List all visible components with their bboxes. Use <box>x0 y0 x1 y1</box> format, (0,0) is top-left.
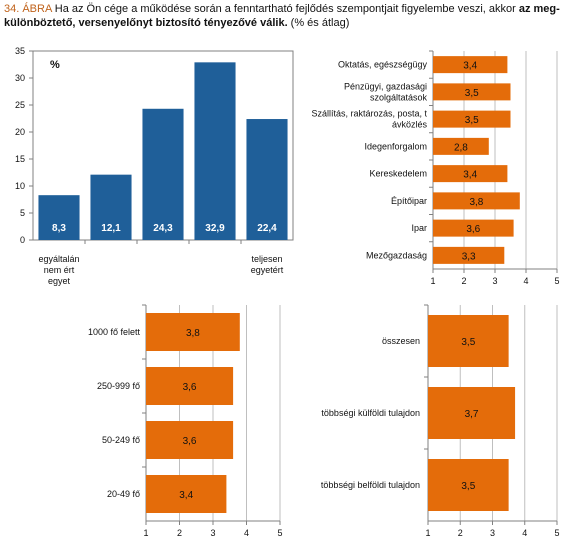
chart1-bar <box>90 174 132 240</box>
chart1-unit-label: % <box>50 59 60 71</box>
caption-text-before: Ha az Ön cége a működése során a fenntar… <box>51 3 519 15</box>
caption-bold-text: az meg-különböztető, versenyelőnyt bizto… <box>4 3 560 29</box>
chart2-category-label: Idegenforgalom <box>364 141 427 151</box>
chart1-bar <box>194 62 236 241</box>
chart3-x-tick-label: 3 <box>210 528 215 538</box>
chart1-bar <box>246 119 288 240</box>
chart1-data-label: 12,1 <box>101 223 121 234</box>
chart2-x-tick-label: 3 <box>492 276 497 286</box>
chart2-bar <box>433 110 511 128</box>
chart2-bar <box>433 56 508 74</box>
chart4-category-label: többségi belföldi tulajdon <box>321 480 420 490</box>
chart3-data-label: 3,8 <box>186 328 200 339</box>
chart2-category-label: Pénzügyi, gazdasági szolgáltatások <box>344 81 428 102</box>
chart3-category-label: 1000 fő felett <box>88 327 141 337</box>
chart2-category-label: Ipar <box>411 223 427 233</box>
chart1-category-label: egyáltalán nem ért egyet <box>38 254 79 286</box>
chart4-x-tick-label: 3 <box>490 528 495 538</box>
chart3-bar <box>146 421 234 459</box>
chart1-y-tick-label: 25 <box>15 100 25 110</box>
chart2-bar <box>433 219 514 237</box>
chart1-y-tick-label: 10 <box>15 181 25 191</box>
chart1-bar <box>38 195 80 240</box>
chart2-x-tick-label: 5 <box>554 276 559 286</box>
chart2-data-label: 3,4 <box>463 170 477 181</box>
chart4-x-tick-label: 4 <box>522 528 527 538</box>
chart1-y-tick-label: 15 <box>15 154 25 164</box>
chart2-data-label: 3,5 <box>465 115 479 126</box>
chart3-bar <box>146 313 240 351</box>
chart2-data-label: 3,5 <box>465 88 479 99</box>
chart1-data-label: 32,9 <box>205 223 225 234</box>
chart2-x-tick-label: 4 <box>523 276 528 286</box>
chart4-bar <box>428 459 509 511</box>
chart2-data-label: 2,8 <box>454 142 468 153</box>
chart3-x-tick-label: 5 <box>277 528 282 538</box>
chart1-bar <box>142 108 184 240</box>
chart2-category-label: Mezőgazdaság <box>366 250 427 260</box>
chart3-bar <box>146 475 227 513</box>
chart4-data-label: 3,7 <box>465 409 479 420</box>
chart2-data-label: 3,3 <box>462 251 476 262</box>
chart4-x-tick-label: 2 <box>458 528 463 538</box>
chart3-x-tick-label: 2 <box>177 528 182 538</box>
chart2-category-label: Oktatás, egészségügy <box>338 60 428 70</box>
chart2-category-label: Kereskedelem <box>369 169 427 179</box>
chart4-bar <box>428 387 516 439</box>
chart3-category-label: 250-999 fő <box>97 381 140 391</box>
chart1-category-label: teljesen egyetért <box>251 254 284 275</box>
chart2-bar <box>433 83 511 101</box>
chart2-x-tick-label: 2 <box>461 276 466 286</box>
chart2-data-label: 3,6 <box>466 224 480 235</box>
chart4-category-label: többségi külföldi tulajdon <box>321 408 420 418</box>
chart4-x-tick-label: 5 <box>554 528 559 538</box>
chart3-data-label: 3,4 <box>179 490 193 501</box>
chart3-bar <box>146 367 234 405</box>
chart2-category-label: Építőipar <box>391 196 427 206</box>
chart3-category-label: 50-249 fő <box>102 435 140 445</box>
chart4-bar <box>428 315 509 367</box>
chart3-x-tick-label: 4 <box>244 528 249 538</box>
chart2-x-tick-label: 1 <box>430 276 435 286</box>
chart3-data-label: 3,6 <box>183 436 197 447</box>
chart4-category-label: összesen <box>382 336 420 346</box>
chart2-bar <box>433 137 489 155</box>
caption-number: 34. ÁBRA <box>4 3 52 15</box>
chart2-bar <box>433 246 505 264</box>
chart2-bar <box>433 192 520 210</box>
chart1-y-tick-label: 35 <box>15 46 25 56</box>
chart3-category-label: 20-49 fő <box>107 489 140 499</box>
chart4-data-label: 3,5 <box>461 337 475 348</box>
chart1-y-tick-label: 5 <box>20 208 25 218</box>
chart3-x-tick-label: 1 <box>143 528 148 538</box>
chart1-data-label: 8,3 <box>52 223 66 234</box>
figure-caption: 34. ÁBRA Ha az Ön cége a működése során … <box>4 2 574 30</box>
chart1-data-label: 24,3 <box>153 223 173 234</box>
caption-text-after: (% és átlag) <box>287 17 350 29</box>
chart4-data-label: 3,5 <box>461 481 475 492</box>
chart2-category-label: Szállítás, raktározás, posta, t ávközlés <box>311 109 427 130</box>
chart1-data-label: 22,4 <box>257 223 277 234</box>
chart1-y-tick-label: 30 <box>15 73 25 83</box>
chart2-data-label: 3,4 <box>463 61 477 72</box>
chart2-data-label: 3,8 <box>469 197 483 208</box>
chart4-x-tick-label: 1 <box>425 528 430 538</box>
chart2-bar <box>433 165 508 183</box>
chart3-data-label: 3,6 <box>183 382 197 393</box>
chart1-y-tick-label: 0 <box>20 235 25 245</box>
chart1-y-tick-label: 20 <box>15 127 25 137</box>
